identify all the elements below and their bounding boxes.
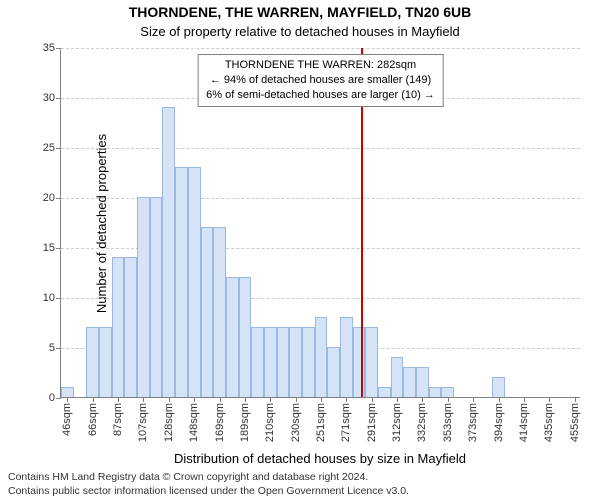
x-tick-label: 128sqm <box>163 403 175 442</box>
x-tick-label: 353sqm <box>442 403 454 442</box>
footer-line-2: Contains public sector information licen… <box>8 485 409 499</box>
x-tick-label: 414sqm <box>518 403 530 442</box>
x-tick-mark <box>296 397 297 402</box>
x-tick-label: 189sqm <box>239 403 251 442</box>
annotation-line-smaller: ← 94% of detached houses are smaller (14… <box>206 73 435 88</box>
x-tick-mark <box>473 397 474 402</box>
x-axis-label: Distribution of detached houses by size … <box>60 451 580 466</box>
x-tick-mark <box>321 397 322 402</box>
y-tick-label: 0 <box>49 392 61 404</box>
x-tick-label: 394sqm <box>493 403 505 442</box>
histogram-bar <box>327 347 340 397</box>
x-tick-mark <box>397 397 398 402</box>
histogram-bar <box>340 317 353 397</box>
x-tick-mark <box>346 397 347 402</box>
x-tick-mark <box>499 397 500 402</box>
y-tick-label: 5 <box>49 342 61 354</box>
histogram-bar <box>201 227 214 397</box>
histogram-bar <box>188 167 201 397</box>
x-tick-label: 169sqm <box>214 403 226 442</box>
x-tick-label: 271sqm <box>340 403 352 442</box>
histogram-bar <box>162 107 175 397</box>
histogram-bar <box>150 197 163 397</box>
x-tick-label: 66sqm <box>87 403 99 436</box>
histogram-bar <box>302 327 315 397</box>
x-tick-mark <box>372 397 373 402</box>
x-tick-mark <box>422 397 423 402</box>
histogram-bar <box>61 387 74 397</box>
chart-subtitle: Size of property relative to detached ho… <box>0 24 600 39</box>
histogram-bar <box>277 327 290 397</box>
x-tick-mark <box>67 397 68 402</box>
histogram-bar <box>391 357 404 397</box>
x-tick-mark <box>448 397 449 402</box>
y-tick-label: 30 <box>43 92 61 104</box>
x-tick-mark <box>245 397 246 402</box>
histogram-bar <box>289 327 302 397</box>
annotation-line-property: THORNDENE THE WARREN: 282sqm <box>206 58 435 73</box>
histogram-bar <box>175 167 188 397</box>
histogram-bar <box>251 327 264 397</box>
x-tick-mark <box>194 397 195 402</box>
annotation-line-larger: 6% of semi-detached houses are larger (1… <box>206 88 435 103</box>
y-tick-label: 20 <box>43 192 61 204</box>
histogram-bar <box>99 327 112 397</box>
x-tick-label: 107sqm <box>137 403 149 442</box>
x-tick-label: 312sqm <box>391 403 403 442</box>
y-tick-label: 25 <box>43 142 61 154</box>
histogram-bar <box>365 327 378 397</box>
x-tick-mark <box>524 397 525 402</box>
x-tick-mark <box>270 397 271 402</box>
plot-area: 0510152025303546sqm66sqm87sqm107sqm128sq… <box>60 48 580 398</box>
x-tick-label: 332sqm <box>416 403 428 442</box>
histogram-bar <box>416 367 429 397</box>
x-tick-mark <box>549 397 550 402</box>
histogram-bar <box>112 257 125 397</box>
y-tick-label: 35 <box>43 42 61 54</box>
x-tick-label: 373sqm <box>467 403 479 442</box>
histogram-bar <box>124 257 137 397</box>
histogram-bar <box>492 377 505 397</box>
x-tick-mark <box>118 397 119 402</box>
histogram-bar <box>378 387 391 397</box>
histogram-bar <box>213 227 226 397</box>
y-tick-label: 10 <box>43 292 61 304</box>
histogram-bar <box>226 277 239 397</box>
x-tick-label: 435sqm <box>543 403 555 442</box>
histogram-bar <box>239 277 252 397</box>
x-tick-label: 455sqm <box>569 403 581 442</box>
gridline <box>61 48 580 49</box>
histogram-bar <box>403 367 416 397</box>
x-tick-mark <box>169 397 170 402</box>
x-tick-label: 46sqm <box>61 403 73 436</box>
histogram-bar <box>315 317 328 397</box>
x-tick-mark <box>143 397 144 402</box>
x-tick-mark <box>93 397 94 402</box>
y-tick-label: 15 <box>43 242 61 254</box>
x-tick-label: 148sqm <box>188 403 200 442</box>
histogram-bar <box>441 387 454 397</box>
histogram-bar <box>86 327 99 397</box>
annotation-box: THORNDENE THE WARREN: 282sqm ← 94% of de… <box>197 54 444 107</box>
x-tick-mark <box>220 397 221 402</box>
gridline <box>61 148 580 149</box>
x-tick-label: 87sqm <box>112 403 124 436</box>
attribution-footer: Contains HM Land Registry data © Crown c… <box>8 471 409 498</box>
footer-line-1: Contains HM Land Registry data © Crown c… <box>8 471 409 485</box>
x-tick-label: 230sqm <box>290 403 302 442</box>
x-tick-label: 291sqm <box>366 403 378 442</box>
histogram-bar <box>137 197 150 397</box>
histogram-bar <box>264 327 277 397</box>
histogram-bar <box>429 387 442 397</box>
property-size-histogram: THORNDENE, THE WARREN, MAYFIELD, TN20 6U… <box>0 0 600 500</box>
chart-title-address: THORNDENE, THE WARREN, MAYFIELD, TN20 6U… <box>0 4 600 20</box>
x-tick-mark <box>575 397 576 402</box>
x-tick-label: 251sqm <box>315 403 327 442</box>
x-tick-label: 210sqm <box>264 403 276 442</box>
histogram-bar <box>353 327 366 397</box>
